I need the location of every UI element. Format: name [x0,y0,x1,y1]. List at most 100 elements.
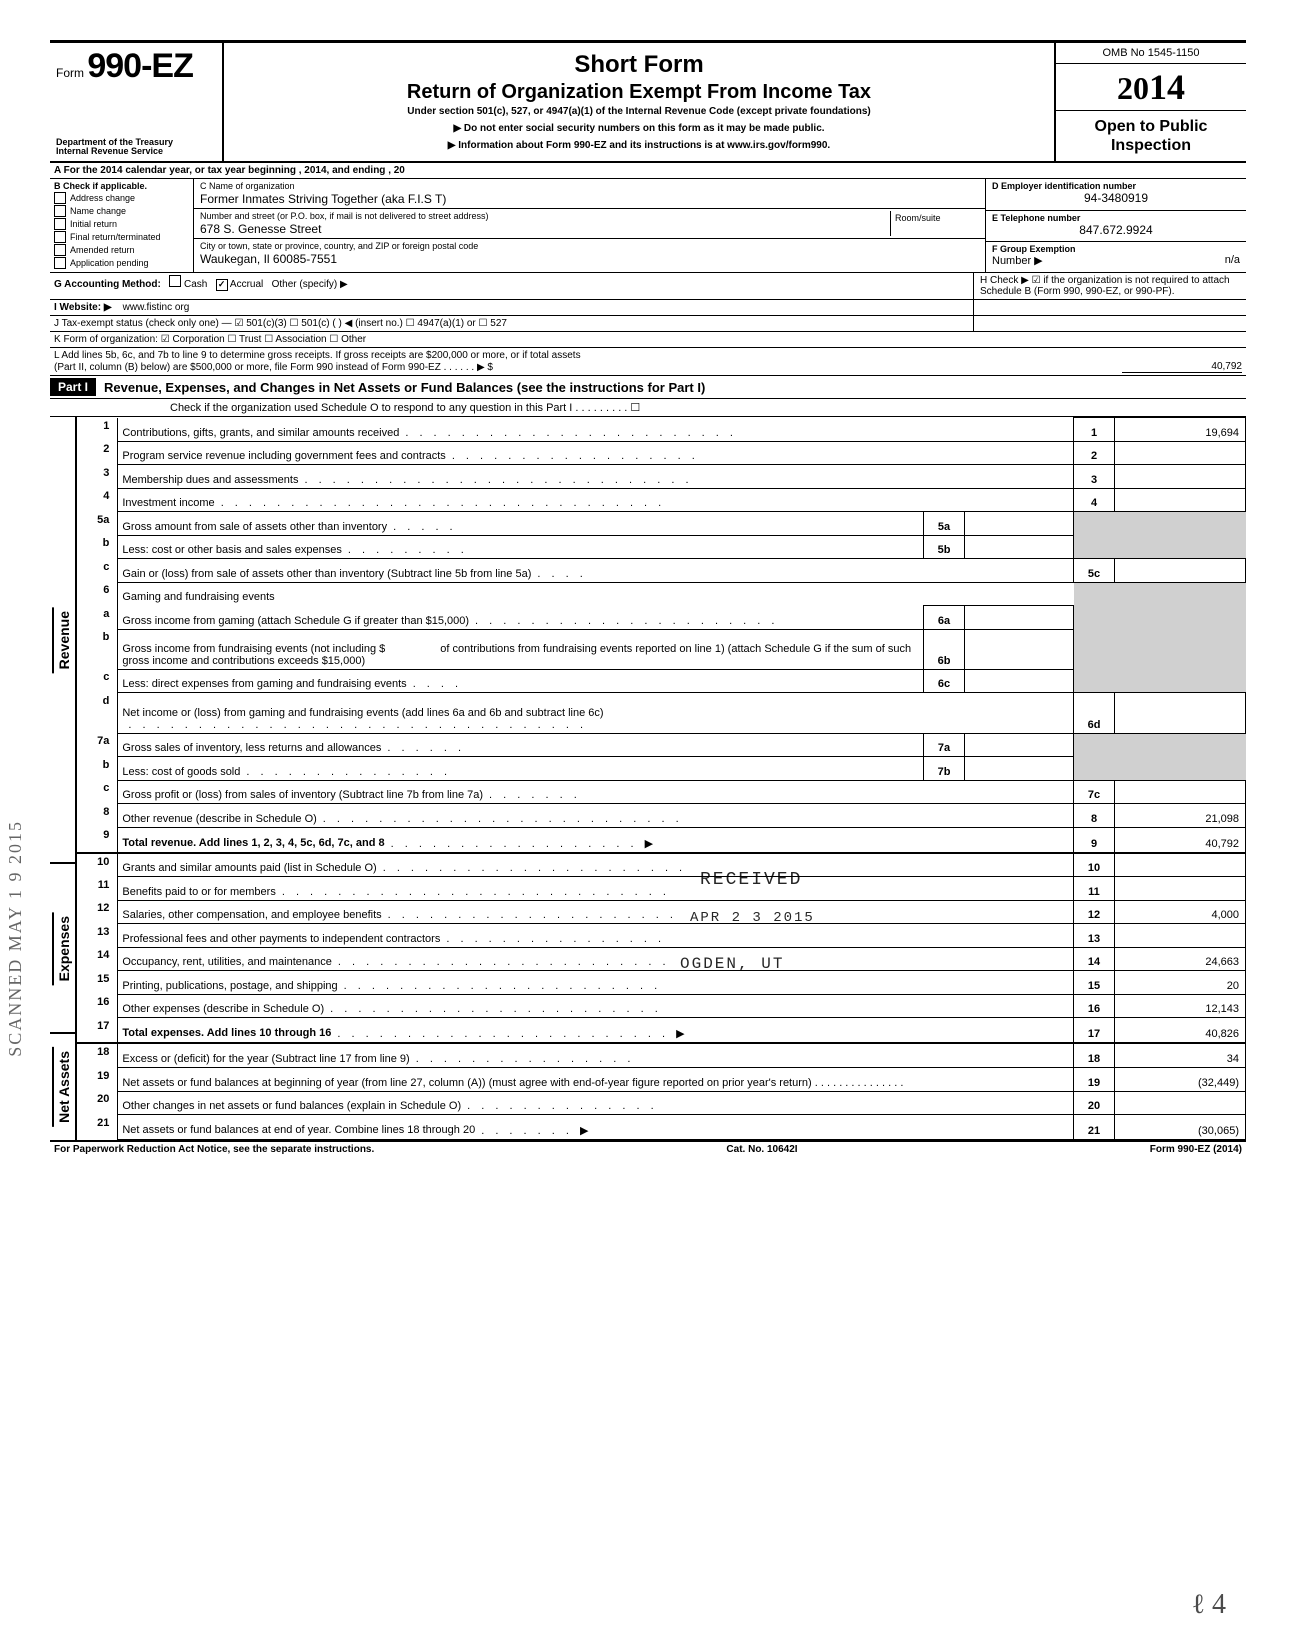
part1-label: Part I [50,378,96,396]
desc-20: Other changes in net assets or fund bala… [122,1100,461,1112]
value-city: Waukegan, Il 60085-7551 [200,252,979,266]
line-5a: 5a Gross amount from sale of assets othe… [77,512,1245,536]
col-def: D Employer identification number 94-3480… [985,179,1246,272]
desc-3: Membership dues and assessments [122,474,298,486]
row-l: L Add lines 5b, 6c, and 7b to line 9 to … [50,348,1246,376]
value-address: 678 S. Genesse Street [200,222,890,236]
col-b-checkboxes: B Check if applicable. Address change Na… [50,179,194,272]
amt-9: 40,792 [1115,827,1246,853]
line-15: 15 Printing, publications, postage, and … [77,971,1245,995]
chk-name-change[interactable]: Name change [54,205,189,217]
value-phone: 847.672.9924 [992,223,1240,237]
text-k-form-org: K Form of organization: ☑ Corporation ☐ … [50,332,1246,347]
desc-11: Benefits paid to or for members [122,886,275,898]
vlabel-expenses: Expenses [52,912,74,985]
desc-12: Salaries, other compensation, and employ… [122,909,381,921]
signature-mark: ℓ 4 [1192,1589,1226,1621]
amt-8: 21,098 [1115,804,1246,828]
line-9: 9 Total revenue. Add lines 1, 2, 3, 4, 5… [77,827,1245,853]
open-inspection: Open to Public Inspection [1056,111,1246,161]
text-j-tax-exempt: J Tax-exempt status (check only one) — ☑… [50,316,973,331]
chk-cash[interactable] [169,275,181,287]
chk-amended-return[interactable]: Amended return [54,244,189,256]
desc-6d: Net income or (loss) from gaming and fun… [122,707,603,719]
amt-18: 34 [1115,1043,1246,1067]
box-h: H Check ▶ ☑ if the organization is not r… [973,273,1246,299]
vertical-labels: Revenue Expenses Net Assets [50,417,77,1140]
line-8: 8 Other revenue (describe in Schedule O)… [77,804,1245,828]
line-6c: c Less: direct expenses from gaming and … [77,669,1245,693]
amt-14: 24,663 [1115,947,1246,971]
text-l-line1: L Add lines 5b, 6c, and 7b to line 9 to … [54,350,1242,361]
row-j: J Tax-exempt status (check only one) — ☑… [50,316,1246,332]
part1-check-o: Check if the organization used Schedule … [50,399,1246,417]
label-address: Number and street (or P.O. box, if mail … [200,211,890,221]
label-phone: E Telephone number [992,213,1240,223]
line-14: 14 Occupancy, rent, utilities, and maint… [77,947,1245,971]
header-left: Form 990-EZ Department of the Treasury I… [50,43,224,161]
title-return: Return of Organization Exempt From Incom… [234,81,1044,104]
desc-2: Program service revenue including govern… [122,450,445,462]
form-number: Form 990-EZ [56,47,216,86]
value-group-exemption: n/a [1225,254,1240,267]
chk-initial-return[interactable]: Initial return [54,218,189,230]
label-group-exemption: F Group Exemption [992,244,1240,254]
row-a-calendar-year: A For the 2014 calendar year, or tax yea… [50,163,1246,179]
desc-8: Other revenue (describe in Schedule O) [122,813,316,825]
footer-cat-no: Cat. No. 10642I [726,1144,797,1155]
desc-1: Contributions, gifts, grants, and simila… [122,427,399,439]
line-13: 13 Professional fees and other payments … [77,924,1245,948]
dept-block: Department of the Treasury Internal Reve… [56,138,216,158]
lines-table: 1 Contributions, gifts, grants, and simi… [77,417,1246,1140]
row-i: I Website: ▶ www.fistinc org [50,300,1246,316]
desc-15: Printing, publications, postage, and shi… [122,980,337,992]
line-21: 21 Net assets or fund balances at end of… [77,1115,1245,1140]
chk-accrual[interactable]: ✓ [216,279,228,291]
text-h-schedule-b: H Check ▶ ☑ if the organization is not r… [980,275,1230,297]
label-org-name: C Name of organization [200,181,979,191]
vlabel-netassets: Net Assets [52,1047,74,1127]
chk-address-change[interactable]: Address change [54,192,189,204]
part1-body: Revenue Expenses Net Assets 1 Contributi… [50,417,1246,1140]
desc-7b: Less: cost of goods sold [122,766,240,778]
page-footer: For Paperwork Reduction Act Notice, see … [50,1142,1246,1157]
amt-17: 40,826 [1115,1018,1246,1044]
stamp-scanned: SCANNED MAY 1 9 2015 [5,820,26,1057]
header-right: OMB No 1545-1150 20201414 Open to Public… [1054,43,1246,161]
desc-21: Net assets or fund balances at end of ye… [122,1124,475,1137]
line-5b: b Less: cost or other basis and sales ex… [77,535,1245,559]
form-prefix: Form [56,66,84,80]
label-other-method: Other (specify) ▶ [272,279,348,290]
desc-6c: Less: direct expenses from gaming and fu… [122,678,406,690]
vlabel-revenue: Revenue [52,607,74,673]
title-short-form: Short Form [234,51,1044,79]
part1-title: Revenue, Expenses, and Changes in Net As… [96,380,705,395]
form-header: Form 990-EZ Department of the Treasury I… [50,43,1246,163]
line-11: 11 Benefits paid to or for members. . . … [77,877,1245,901]
amt-19: (32,449) [1115,1068,1246,1092]
desc-9: Total revenue. Add lines 1, 2, 3, 4, 5c,… [122,837,384,850]
desc-6a: Gross income from gaming (attach Schedul… [122,615,469,627]
part1-header-row: Part I Revenue, Expenses, and Changes in… [50,376,1246,399]
tax-year: 20201414 [1056,64,1246,111]
subtitle: Under section 501(c), 527, or 4947(a)(1)… [234,106,1044,117]
label-cash: Cash [184,279,207,290]
line-7c: c Gross profit or (loss) from sales of i… [77,780,1245,804]
line-7b: b Less: cost of goods sold. . . . . . . … [77,757,1245,781]
line-7a: 7a Gross sales of inventory, less return… [77,733,1245,757]
desc-5a: Gross amount from sale of assets other t… [122,521,387,533]
chk-application-pending[interactable]: Application pending [54,257,189,269]
value-l-amount: 40,792 [1122,361,1242,373]
form-990ez: Form 990-EZ Department of the Treasury I… [50,40,1246,1142]
desc-19: Net assets or fund balances at beginning… [122,1077,811,1089]
col-b-header: B Check if applicable. [54,181,189,191]
row-k: K Form of organization: ☑ Corporation ☐ … [50,332,1246,348]
line-20: 20 Other changes in net assets or fund b… [77,1091,1245,1115]
line-4: 4 Investment income. . . . . . . . . . .… [77,488,1245,512]
form-number-value: 990-EZ [87,47,193,85]
desc-17: Total expenses. Add lines 10 through 16 [122,1027,331,1040]
text-l-line2: (Part II, column (B) below) are $500,000… [54,362,493,373]
row-g-h: G Accounting Method: Cash ✓ Accrual Othe… [50,273,1246,300]
desc-7c: Gross profit or (loss) from sales of inv… [122,789,483,801]
chk-final-return[interactable]: Final return/terminated [54,231,189,243]
